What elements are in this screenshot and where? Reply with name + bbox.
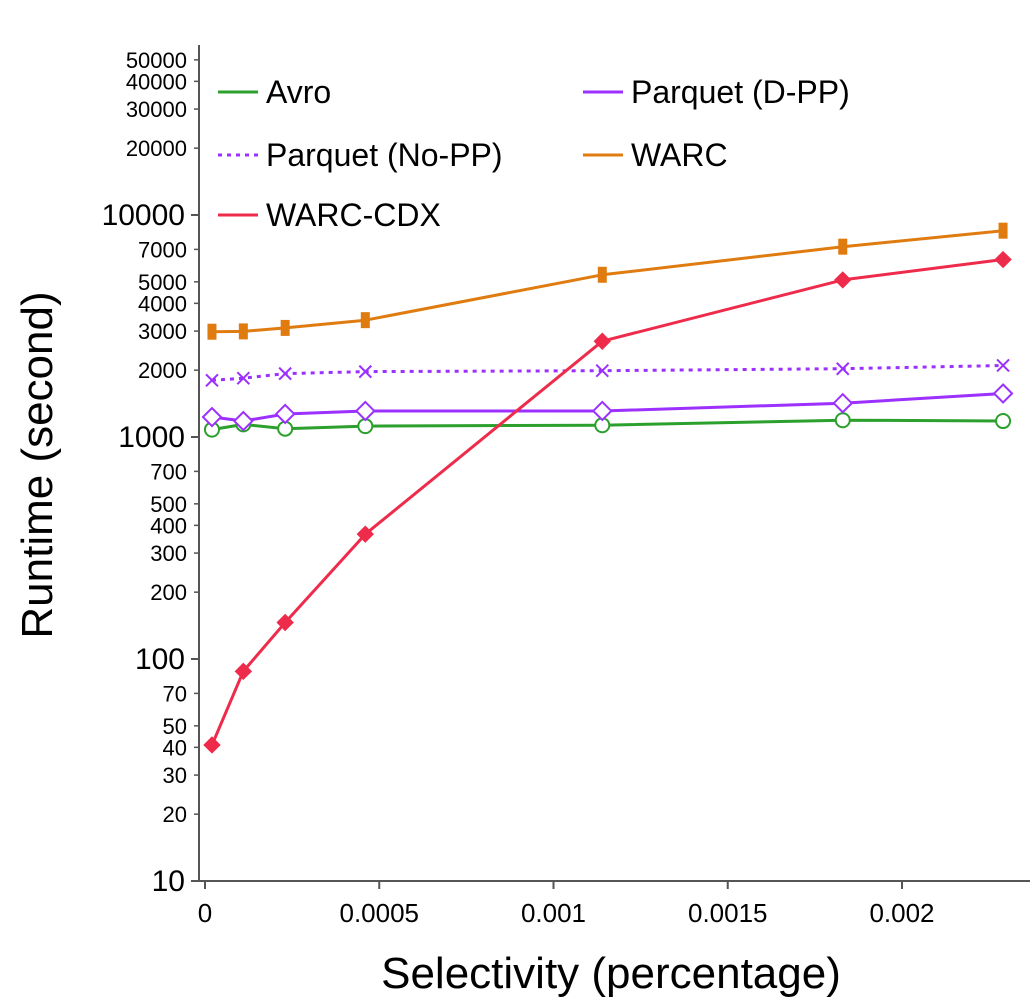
series-avro	[203, 412, 1012, 438]
x-tick-label: 0.002	[869, 898, 934, 928]
data-point-avro	[834, 412, 851, 429]
data-point-warc-cdx	[834, 271, 852, 289]
y-minor-tick-label: 50	[163, 714, 187, 739]
data-point-warc-cdx	[276, 613, 294, 632]
data-point-warc	[207, 323, 217, 340]
legend-item-warc: WARC	[583, 137, 728, 173]
data-point-parquet-no-pp	[836, 362, 850, 376]
series-line-parquet-no-pp	[211, 364, 1004, 382]
y-minor-tick-label: 400	[150, 513, 187, 538]
legend: Avro Parquet (D-PP) Parquet (No-PP) WARC WAR…	[218, 74, 850, 233]
legend-label: Parquet (No-PP)	[266, 137, 503, 173]
data-point-parquet-d-pp	[354, 400, 376, 422]
x-tick-label: 0.0015	[688, 898, 768, 928]
y-minor-tick-label: 20	[163, 802, 187, 827]
data-point-parquet-d-pp	[232, 410, 254, 432]
y-minor-tick-label: 300	[150, 541, 187, 566]
legend-label: WARC	[631, 137, 728, 173]
y-tick-label: 100	[135, 643, 185, 676]
series-layer	[201, 222, 1014, 754]
data-point-warc-cdx	[994, 250, 1012, 269]
data-point-parquet-d-pp	[832, 392, 854, 414]
y-minor-tick-label: 70	[163, 681, 187, 706]
data-point-parquet-no-pp	[278, 366, 292, 381]
y-minor-tick-label: 4000	[138, 291, 187, 316]
legend-label: Avro	[266, 74, 331, 110]
y-minor-tick-label: 200	[150, 580, 187, 605]
y-tick-label: 10	[152, 865, 185, 898]
data-point-parquet-no-pp	[236, 371, 251, 385]
series-line-warc-cdx	[210, 258, 1004, 746]
x-tick-label: 0	[198, 898, 212, 928]
series-line-warc	[211, 229, 1004, 334]
series-warc-cdx	[203, 250, 1012, 754]
data-point-parquet-no-pp	[996, 358, 1010, 373]
y-minor-tick-label: 2000	[138, 358, 187, 383]
data-point-warc-cdx	[356, 525, 375, 543]
x-tick-label: 0.0005	[339, 898, 419, 928]
y-tick-label: 1000	[118, 421, 185, 454]
y-axis-label: Runtime (second)	[13, 291, 62, 638]
data-point-warc	[238, 323, 248, 340]
data-point-parquet-no-pp	[358, 364, 373, 379]
y-tick-label: 10000	[102, 199, 185, 232]
series-warc	[207, 222, 1008, 340]
series-parquet-no-pp	[205, 358, 1010, 388]
data-point-warc	[360, 312, 370, 329]
y-minor-tick-label: 7000	[138, 237, 187, 262]
x-tick-label: 0.001	[521, 898, 586, 928]
data-point-parquet-d-pp	[992, 383, 1014, 404]
y-minor-tick-label: 3000	[138, 319, 187, 344]
legend-item-parquet-no-pp: Parquet (No-PP)	[218, 137, 503, 173]
data-point-avro	[995, 413, 1012, 430]
data-point-warc	[280, 319, 290, 336]
y-minor-tick-label: 40	[163, 735, 187, 760]
legend-item-parquet-d-pp: Parquet (D-PP)	[583, 74, 850, 110]
y-minor-tick-label: 50000	[126, 48, 187, 73]
y-minor-tick-label: 30000	[126, 97, 187, 122]
y-minor-tick-label: 40000	[126, 69, 187, 94]
legend-label: WARC-CDX	[266, 197, 441, 233]
data-point-warc-cdx	[234, 662, 253, 681]
series-parquet-d-pp	[201, 383, 1014, 432]
data-point-parquet-no-pp	[205, 373, 219, 388]
y-minor-tick-label: 30	[163, 763, 187, 788]
y-minor-tick-label: 20000	[126, 136, 187, 161]
x-axis-label: Selectivity (percentage)	[381, 949, 841, 998]
y-minor-tick-label: 500	[150, 492, 187, 517]
data-point-parquet-d-pp	[201, 406, 223, 428]
data-point-warc	[597, 266, 607, 283]
data-point-parquet-d-pp	[591, 400, 613, 422]
y-minor-tick-label: 700	[150, 459, 187, 484]
legend-item-warc-cdx: WARC-CDX	[218, 197, 441, 233]
legend-label: Parquet (D-PP)	[631, 74, 850, 110]
legend-item-avro: Avro	[218, 74, 331, 110]
data-point-parquet-d-pp	[274, 403, 296, 425]
data-point-warc	[838, 238, 848, 255]
data-point-warc-cdx	[593, 332, 611, 350]
data-point-warc	[998, 222, 1008, 239]
data-point-parquet-no-pp	[595, 363, 609, 378]
y-minor-tick-label: 5000	[138, 270, 187, 295]
data-point-warc-cdx	[203, 736, 221, 754]
